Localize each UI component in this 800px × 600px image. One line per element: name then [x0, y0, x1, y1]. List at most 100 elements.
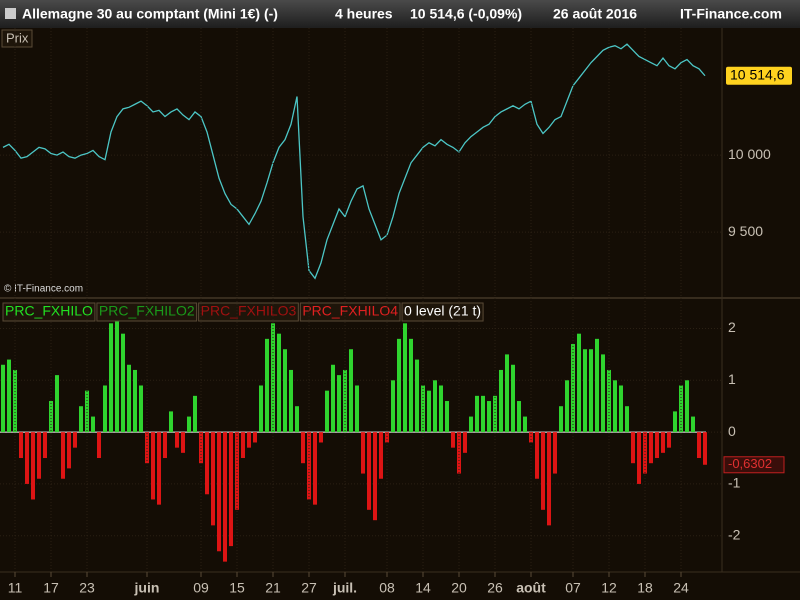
bar — [547, 432, 551, 526]
legend-box — [299, 302, 401, 322]
bar — [367, 432, 371, 510]
bar — [31, 432, 35, 500]
bar — [241, 432, 245, 459]
x-tick-label: 21 — [265, 580, 281, 596]
bar — [97, 432, 101, 459]
legend-entry: PRC_FXHILO3 — [201, 303, 297, 319]
pane-label-box — [1, 29, 33, 48]
bar — [211, 432, 215, 526]
bar — [79, 406, 83, 433]
bar — [265, 338, 269, 433]
bar — [271, 323, 275, 433]
bar — [55, 375, 59, 433]
period: 4 heures — [335, 6, 393, 22]
bar — [289, 369, 293, 433]
bar — [43, 432, 47, 459]
bar — [505, 354, 509, 433]
x-tick-label: 12 — [601, 580, 617, 596]
bar — [259, 385, 263, 433]
bar — [337, 375, 341, 433]
y-tick-label: 2 — [728, 319, 736, 335]
bar — [409, 338, 413, 433]
bar — [13, 369, 17, 433]
y-tick-label: 0 — [728, 423, 736, 439]
bar — [181, 432, 185, 453]
bar — [583, 349, 587, 433]
bar — [151, 432, 155, 500]
last-value-label: -0,6302 — [728, 456, 772, 471]
bar — [535, 432, 539, 479]
bar — [373, 432, 377, 521]
bar — [169, 411, 173, 433]
x-tick-label: 11 — [8, 580, 23, 596]
bar — [625, 406, 629, 433]
x-tick-label: 17 — [43, 580, 59, 596]
bar — [331, 364, 335, 433]
bar — [457, 432, 461, 474]
bar — [253, 432, 257, 443]
x-tick-label: 09 — [193, 580, 209, 596]
x-tick-label: juin — [134, 580, 160, 596]
legend-box — [2, 302, 96, 322]
bar — [61, 432, 65, 479]
bar — [133, 369, 137, 433]
bar — [643, 432, 647, 474]
brand: IT-Finance.com — [680, 6, 782, 22]
bar — [49, 401, 53, 433]
bar — [679, 385, 683, 433]
bar — [67, 432, 71, 469]
bar — [523, 416, 527, 433]
bar — [403, 323, 407, 433]
x-tick-label: août — [516, 580, 546, 596]
bar — [427, 390, 431, 433]
bar — [313, 432, 317, 505]
bar — [295, 406, 299, 433]
bar — [175, 432, 179, 448]
y-tick-label: -2 — [728, 526, 741, 542]
bar — [463, 432, 467, 453]
bar — [85, 390, 89, 433]
bar — [703, 432, 707, 465]
legend-entry: 0 level (21 t) — [404, 303, 481, 319]
bar — [499, 369, 503, 433]
title: Allemagne 30 au comptant (Mini 1€) (-) — [22, 6, 278, 22]
bar — [355, 385, 359, 433]
bar — [607, 369, 611, 433]
legend-entry: PRC_FXHILO — [5, 303, 93, 319]
bar — [319, 432, 323, 443]
pane-label: Prix — [6, 30, 29, 45]
bar — [595, 338, 599, 433]
bar — [685, 380, 689, 433]
bar — [697, 432, 701, 459]
y-tick-label: -1 — [728, 475, 741, 491]
bar — [349, 349, 353, 433]
x-tick-label: 07 — [565, 580, 581, 596]
bar — [145, 432, 149, 464]
bar — [205, 432, 209, 495]
legend-entry: PRC_FXHILO4 — [302, 303, 398, 319]
bar — [661, 432, 665, 453]
bar — [469, 416, 473, 433]
y-tick-label: 10 000 — [728, 146, 771, 162]
x-tick-label: 18 — [637, 580, 653, 596]
header-bar — [0, 0, 800, 28]
bar — [619, 385, 623, 433]
bar — [475, 395, 479, 433]
bar — [511, 364, 515, 433]
x-tick-label: 26 — [487, 580, 503, 596]
bar — [691, 416, 695, 433]
bar — [217, 432, 221, 552]
menu-icon[interactable] — [5, 8, 16, 19]
bar — [307, 432, 311, 500]
x-tick-label: 14 — [415, 580, 431, 596]
quote: 10 514,6 (-0,09%) — [410, 6, 522, 22]
bar — [229, 432, 233, 547]
x-tick-label: juil. — [332, 580, 357, 596]
y-tick-label: 1 — [728, 371, 736, 387]
bar — [37, 432, 41, 479]
bar — [415, 359, 419, 433]
bar — [139, 385, 143, 433]
bar — [379, 432, 383, 479]
bar — [541, 432, 545, 510]
